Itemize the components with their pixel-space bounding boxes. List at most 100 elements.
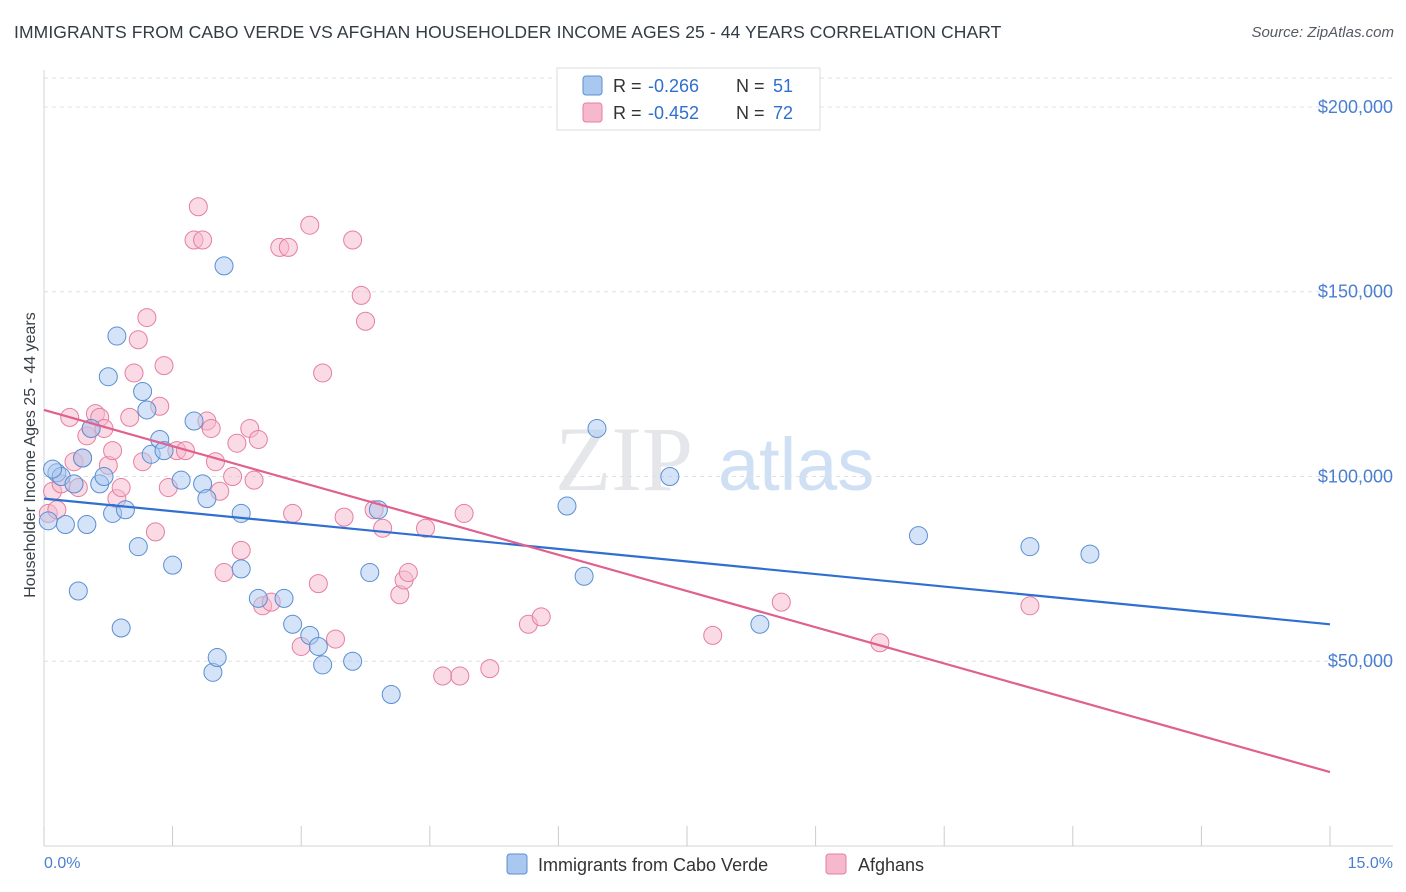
legend-n-value-2: 72 [773,103,793,123]
point-cabo-verde [171,470,191,490]
point-afghans [1020,596,1040,616]
point-cabo-verde [274,588,294,608]
point-cabo-verde [98,367,118,387]
point-cabo-verde [1020,537,1040,557]
point-cabo-verde [55,515,75,535]
x-tick-label-max: 15.0% [1348,855,1393,872]
trend-lines [43,408,1331,774]
legend-n-value-1: 51 [773,76,793,96]
point-afghans [128,330,148,350]
point-cabo-verde [207,648,227,668]
point-cabo-verde [38,511,58,531]
point-cabo-verde [73,448,93,468]
y-axis-label: Householder Income Ages 25 - 44 years [22,312,39,598]
point-cabo-verde [197,489,217,509]
point-cabo-verde [94,466,114,486]
point-cabo-verde [308,636,328,656]
point-cabo-verde [908,526,928,546]
point-afghans [188,197,208,217]
point-afghans [373,518,393,538]
point-cabo-verde [750,614,770,634]
point-afghans [201,418,221,438]
point-afghans [416,518,436,538]
point-cabo-verde [77,515,97,535]
y-tick-label: $150,000 [1318,282,1393,302]
point-afghans [480,659,500,679]
point-cabo-verde [133,381,153,401]
point-afghans [313,363,333,383]
point-afghans [771,592,791,612]
point-afghans [334,507,354,527]
point-afghans [433,666,453,686]
legend-label-afghans: Afghans [858,855,924,875]
x-tick-label-min: 0.0% [44,855,80,872]
point-cabo-verde [660,466,680,486]
point-afghans [300,215,320,235]
point-afghans [124,363,144,383]
point-cabo-verde [68,581,88,601]
y-tick-labels: $50,000 $100,000 $150,000 $200,000 [1318,97,1393,671]
legend-swatch-afghans [825,853,847,875]
point-afghans [283,503,303,523]
point-afghans [227,433,247,453]
point-cabo-verde [313,655,333,675]
trend-line-afghans [43,408,1331,774]
point-cabo-verde [64,474,84,494]
source-label: Source: ZipAtlas.com [1251,24,1394,41]
point-afghans [223,466,243,486]
legend-n-label-2: N = [736,103,765,123]
point-afghans [398,563,418,583]
point-afghans [120,407,140,427]
point-afghans [308,574,328,594]
point-cabo-verde [1080,544,1100,564]
point-cabo-verde [43,459,63,479]
point-cabo-verde [184,411,204,431]
scatter-points [38,197,1100,704]
point-afghans [154,356,174,376]
axes [43,70,1393,847]
y-tick-label: $200,000 [1318,97,1393,117]
point-afghans [137,308,157,328]
point-afghans [343,230,363,250]
legend-swatch-blue [582,75,603,96]
point-cabo-verde [557,496,577,516]
point-afghans [450,666,470,686]
point-afghans [454,503,474,523]
point-afghans [278,237,298,257]
watermark-atlas: atlas [718,423,874,506]
point-afghans [703,625,723,645]
point-afghans [145,522,165,542]
legend-r-value-2: -0.452 [648,103,699,123]
legend-swatch-pink [582,102,603,123]
legend-label-cabo-verde: Immigrants from Cabo Verde [538,855,768,875]
point-cabo-verde [248,588,268,608]
point-afghans [111,478,131,498]
point-cabo-verde [231,559,251,579]
point-afghans [231,540,251,560]
point-afghans [103,441,123,461]
point-afghans [325,629,345,649]
legend-r-value-1: -0.266 [648,76,699,96]
point-cabo-verde [163,555,183,575]
point-afghans [356,311,375,331]
correlation-legend: R = -0.266 N = 51 R = -0.452 N = 72 [556,67,821,131]
series-legend: Immigrants from Cabo Verde Afghans [506,853,924,875]
legend-swatch-cabo-verde [506,853,528,875]
point-cabo-verde [574,566,594,586]
point-afghans [244,470,264,490]
legend-r-label-1: R = [613,76,642,96]
y-tick-label: $50,000 [1328,651,1393,671]
chart-title: IMMIGRANTS FROM CABO VERDE VS AFGHAN HOU… [14,22,1002,42]
point-afghans [214,563,234,583]
point-cabo-verde [587,418,607,438]
watermark-zip: ZIP [555,408,693,510]
point-cabo-verde [107,326,127,346]
point-afghans [248,430,268,450]
point-cabo-verde [381,684,401,704]
point-afghans [531,607,551,627]
point-cabo-verde [343,651,363,671]
legend-r-label-2: R = [613,103,642,123]
point-afghans [193,230,213,250]
point-cabo-verde [283,614,303,634]
